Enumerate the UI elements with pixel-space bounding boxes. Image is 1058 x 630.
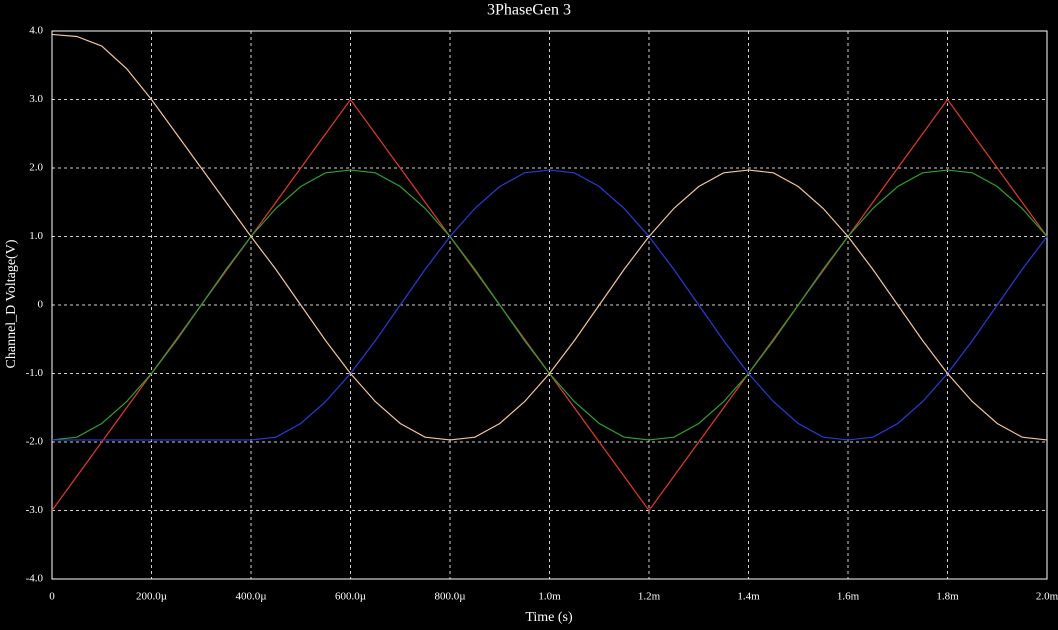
y-tick-label: -1.0 (26, 367, 44, 379)
x-axis-label: Time (s) (525, 610, 573, 625)
x-tick-label: 400.0µ (235, 591, 266, 603)
x-tick-label: 2.0m (1036, 591, 1058, 603)
series-line (51, 33, 1048, 441)
plot-border (51, 30, 1048, 580)
y-tick-label: 4.0 (29, 25, 43, 37)
x-tick-label: 0 (49, 591, 55, 603)
y-tick-label: -2.0 (26, 436, 44, 448)
x-tick-label: 1.0m (538, 591, 561, 603)
chart-title: 3PhaseGen 3 (487, 2, 571, 19)
y-tick-label: 3.0 (29, 93, 43, 105)
x-tick-label: 200.0µ (136, 591, 167, 603)
y-axis-label: Channel_D Voltage(V) (4, 239, 19, 368)
y-tick-label: 2.0 (29, 162, 43, 174)
x-tick-label: 1.6m (837, 591, 860, 603)
y-tick-label: 0 (38, 299, 44, 311)
series-line (52, 169, 1048, 441)
x-tick-label: 600.0µ (335, 591, 366, 603)
x-tick-label: 1.8m (936, 591, 959, 603)
x-tick-label: 800.0µ (434, 591, 465, 603)
x-tick-label: 1.2m (638, 591, 661, 603)
y-tick-label: -4.0 (26, 573, 44, 585)
x-tick-label: 1.4m (737, 591, 760, 603)
y-tick-label: -3.0 (26, 504, 44, 516)
y-tick-label: 1.0 (29, 230, 43, 242)
